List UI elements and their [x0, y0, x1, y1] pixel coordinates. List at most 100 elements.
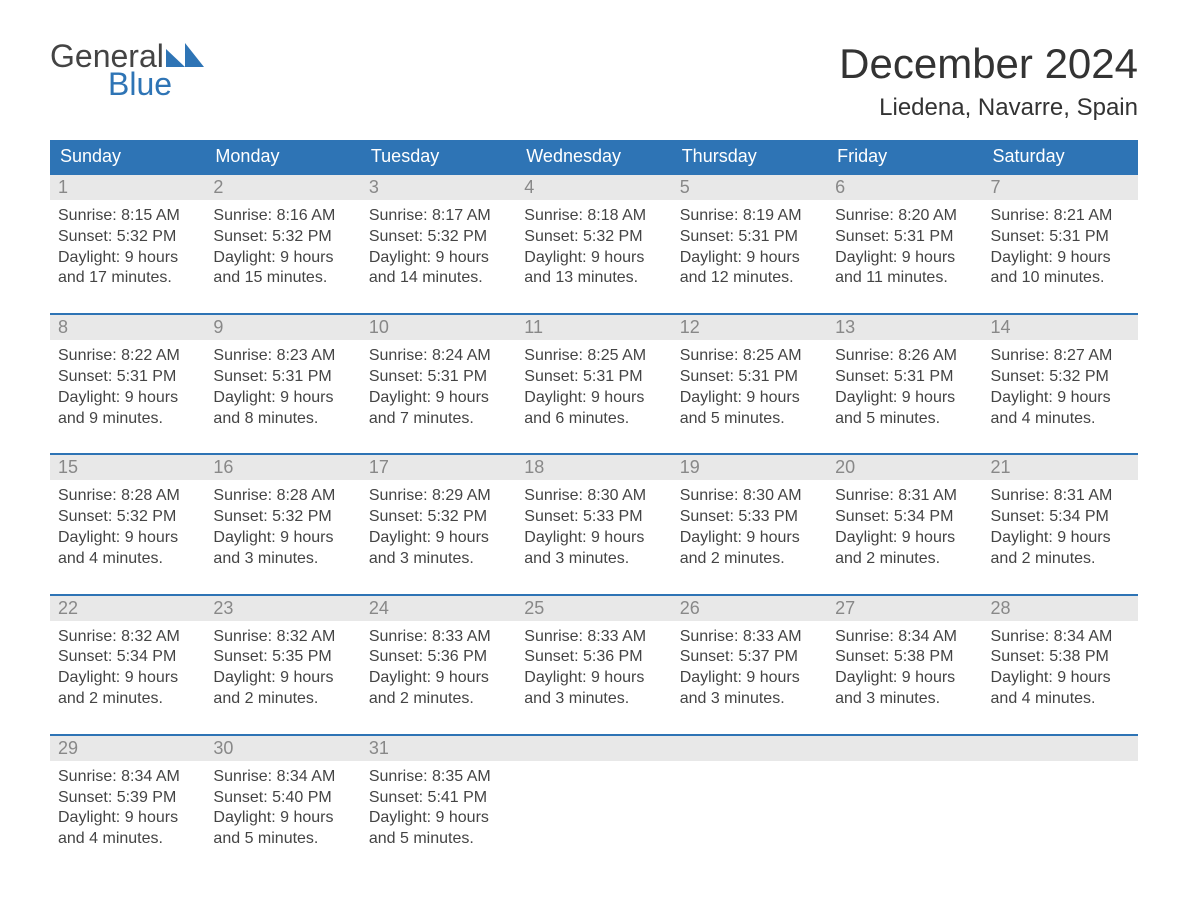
daylight-line1: Daylight: 9 hours — [58, 388, 197, 409]
day-body: Sunrise: 8:24 AMSunset: 5:31 PMDaylight:… — [361, 340, 516, 437]
sunset-text: Sunset: 5:34 PM — [991, 507, 1130, 528]
sunrise-text: Sunrise: 8:24 AM — [369, 346, 508, 367]
day-body: Sunrise: 8:35 AMSunset: 5:41 PMDaylight:… — [361, 761, 516, 858]
day-number: 15 — [50, 455, 205, 480]
daylight-line1: Daylight: 9 hours — [680, 528, 819, 549]
day-number: 6 — [827, 175, 982, 200]
daylight-line2: and 15 minutes. — [213, 268, 352, 289]
calendar-day: 17Sunrise: 8:29 AMSunset: 5:32 PMDayligh… — [361, 453, 516, 577]
daylight-line2: and 4 minutes. — [991, 689, 1130, 710]
daylight-line2: and 13 minutes. — [524, 268, 663, 289]
daylight-line2: and 2 minutes. — [213, 689, 352, 710]
sunset-text: Sunset: 5:37 PM — [680, 647, 819, 668]
day-number: 24 — [361, 596, 516, 621]
sunrise-text: Sunrise: 8:31 AM — [835, 486, 974, 507]
logo: General Blue — [50, 40, 204, 100]
day-body: Sunrise: 8:34 AMSunset: 5:40 PMDaylight:… — [205, 761, 360, 858]
day-number: 17 — [361, 455, 516, 480]
sunrise-text: Sunrise: 8:19 AM — [680, 206, 819, 227]
daylight-line1: Daylight: 9 hours — [213, 668, 352, 689]
sunrise-text: Sunrise: 8:34 AM — [58, 767, 197, 788]
sunset-text: Sunset: 5:34 PM — [58, 647, 197, 668]
sunrise-text: Sunrise: 8:29 AM — [369, 486, 508, 507]
day-body: Sunrise: 8:18 AMSunset: 5:32 PMDaylight:… — [516, 200, 671, 297]
daylight-line1: Daylight: 9 hours — [369, 388, 508, 409]
sunrise-text: Sunrise: 8:18 AM — [524, 206, 663, 227]
daylight-line2: and 2 minutes. — [991, 549, 1130, 570]
calendar-day-empty — [516, 734, 671, 858]
dow-wednesday: Wednesday — [516, 140, 671, 173]
daylight-line1: Daylight: 9 hours — [991, 528, 1130, 549]
daylight-line2: and 3 minutes. — [680, 689, 819, 710]
daylight-line2: and 2 minutes. — [369, 689, 508, 710]
daylight-line1: Daylight: 9 hours — [835, 668, 974, 689]
sunset-text: Sunset: 5:32 PM — [213, 227, 352, 248]
calendar-day: 6Sunrise: 8:20 AMSunset: 5:31 PMDaylight… — [827, 173, 982, 297]
day-body: Sunrise: 8:30 AMSunset: 5:33 PMDaylight:… — [672, 480, 827, 577]
day-body: Sunrise: 8:32 AMSunset: 5:34 PMDaylight:… — [50, 621, 205, 718]
sunrise-text: Sunrise: 8:15 AM — [58, 206, 197, 227]
day-number: 30 — [205, 736, 360, 761]
day-number-empty — [983, 736, 1138, 761]
day-number: 1 — [50, 175, 205, 200]
sunrise-text: Sunrise: 8:30 AM — [680, 486, 819, 507]
calendar-day: 1Sunrise: 8:15 AMSunset: 5:32 PMDaylight… — [50, 173, 205, 297]
day-body: Sunrise: 8:27 AMSunset: 5:32 PMDaylight:… — [983, 340, 1138, 437]
sunrise-text: Sunrise: 8:28 AM — [58, 486, 197, 507]
sunrise-text: Sunrise: 8:28 AM — [213, 486, 352, 507]
sunrise-text: Sunrise: 8:25 AM — [524, 346, 663, 367]
calendar-day: 24Sunrise: 8:33 AMSunset: 5:36 PMDayligh… — [361, 594, 516, 718]
dow-friday: Friday — [827, 140, 982, 173]
day-body: Sunrise: 8:32 AMSunset: 5:35 PMDaylight:… — [205, 621, 360, 718]
calendar-day: 29Sunrise: 8:34 AMSunset: 5:39 PMDayligh… — [50, 734, 205, 858]
day-body: Sunrise: 8:26 AMSunset: 5:31 PMDaylight:… — [827, 340, 982, 437]
sunset-text: Sunset: 5:31 PM — [369, 367, 508, 388]
calendar-day: 28Sunrise: 8:34 AMSunset: 5:38 PMDayligh… — [983, 594, 1138, 718]
day-number: 31 — [361, 736, 516, 761]
day-number: 9 — [205, 315, 360, 340]
sunrise-text: Sunrise: 8:16 AM — [213, 206, 352, 227]
day-body: Sunrise: 8:31 AMSunset: 5:34 PMDaylight:… — [983, 480, 1138, 577]
calendar-day: 31Sunrise: 8:35 AMSunset: 5:41 PMDayligh… — [361, 734, 516, 858]
sunrise-text: Sunrise: 8:27 AM — [991, 346, 1130, 367]
calendar-day: 2Sunrise: 8:16 AMSunset: 5:32 PMDaylight… — [205, 173, 360, 297]
day-number: 5 — [672, 175, 827, 200]
sunset-text: Sunset: 5:32 PM — [58, 227, 197, 248]
sunset-text: Sunset: 5:41 PM — [369, 788, 508, 809]
sunset-text: Sunset: 5:31 PM — [680, 367, 819, 388]
calendar-day: 3Sunrise: 8:17 AMSunset: 5:32 PMDaylight… — [361, 173, 516, 297]
day-body: Sunrise: 8:17 AMSunset: 5:32 PMDaylight:… — [361, 200, 516, 297]
sunset-text: Sunset: 5:33 PM — [680, 507, 819, 528]
day-number: 22 — [50, 596, 205, 621]
calendar-day: 11Sunrise: 8:25 AMSunset: 5:31 PMDayligh… — [516, 313, 671, 437]
sunrise-text: Sunrise: 8:20 AM — [835, 206, 974, 227]
sunset-text: Sunset: 5:32 PM — [58, 507, 197, 528]
daylight-line2: and 9 minutes. — [58, 409, 197, 430]
day-number: 26 — [672, 596, 827, 621]
calendar-day: 18Sunrise: 8:30 AMSunset: 5:33 PMDayligh… — [516, 453, 671, 577]
day-body: Sunrise: 8:20 AMSunset: 5:31 PMDaylight:… — [827, 200, 982, 297]
dow-sunday: Sunday — [50, 140, 205, 173]
daylight-line1: Daylight: 9 hours — [991, 248, 1130, 269]
sunset-text: Sunset: 5:36 PM — [524, 647, 663, 668]
calendar-day: 5Sunrise: 8:19 AMSunset: 5:31 PMDaylight… — [672, 173, 827, 297]
day-number: 2 — [205, 175, 360, 200]
day-body: Sunrise: 8:22 AMSunset: 5:31 PMDaylight:… — [50, 340, 205, 437]
sunrise-text: Sunrise: 8:35 AM — [369, 767, 508, 788]
calendar-week: 8Sunrise: 8:22 AMSunset: 5:31 PMDaylight… — [50, 313, 1138, 437]
daylight-line2: and 3 minutes. — [524, 689, 663, 710]
day-number: 25 — [516, 596, 671, 621]
sunrise-text: Sunrise: 8:31 AM — [991, 486, 1130, 507]
sunset-text: Sunset: 5:31 PM — [524, 367, 663, 388]
sunset-text: Sunset: 5:32 PM — [991, 367, 1130, 388]
daylight-line2: and 3 minutes. — [524, 549, 663, 570]
sunset-text: Sunset: 5:32 PM — [213, 507, 352, 528]
calendar-day: 21Sunrise: 8:31 AMSunset: 5:34 PMDayligh… — [983, 453, 1138, 577]
sunset-text: Sunset: 5:31 PM — [991, 227, 1130, 248]
month-title: December 2024 — [839, 40, 1138, 88]
sunrise-text: Sunrise: 8:32 AM — [58, 627, 197, 648]
calendar-day: 16Sunrise: 8:28 AMSunset: 5:32 PMDayligh… — [205, 453, 360, 577]
logo-text-blue: Blue — [108, 68, 204, 100]
calendar: Sunday Monday Tuesday Wednesday Thursday… — [50, 140, 1138, 858]
sunset-text: Sunset: 5:39 PM — [58, 788, 197, 809]
